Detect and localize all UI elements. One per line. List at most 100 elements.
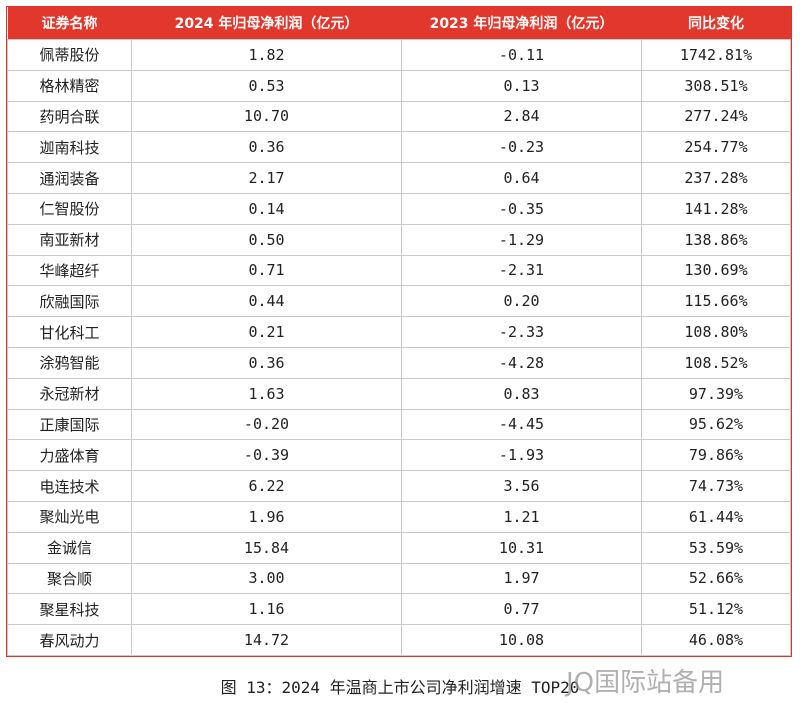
- company-name: 永冠新材: [7, 377, 132, 410]
- cell-value: 0.83: [401, 377, 642, 410]
- cell-value: -2.31: [401, 254, 642, 287]
- company-name: 金诚信: [7, 531, 132, 564]
- cell-value: 237.28%: [641, 162, 791, 194]
- cell-value: 0.53: [131, 69, 402, 102]
- cell-value: 0.64: [401, 162, 642, 194]
- cell-value: -0.20: [131, 408, 402, 441]
- table-row: 春风动力 14.72 10.08 46.08%: [7, 624, 791, 656]
- cell-value: 0.13: [401, 69, 642, 102]
- cell-value: 277.24%: [641, 100, 791, 133]
- table-row: 欣融国际 0.44 0.20 115.66%: [7, 285, 791, 318]
- table-row: 通润装备 2.17 0.64 237.28%: [7, 162, 791, 194]
- cell-value: 2.17: [131, 162, 402, 194]
- cell-value: -1.93: [401, 439, 642, 472]
- company-name: 通润装备: [7, 162, 132, 194]
- table-row: 甘化科工 0.21 -2.33 108.80%: [7, 316, 791, 348]
- cell-value: 138.86%: [641, 223, 791, 256]
- cell-value: 1.82: [131, 39, 402, 71]
- cell-value: 1.21: [401, 500, 642, 533]
- cell-value: 74.73%: [641, 470, 791, 502]
- header-row: 证券名称 2024 年归母净利润（亿元） 2023 年归母净利润（亿元） 同比变化: [7, 7, 791, 40]
- table-row: 佩蒂股份 1.82 -0.11 1742.81%: [7, 39, 791, 71]
- cell-value: 2.84: [401, 100, 642, 133]
- cell-value: 0.20: [401, 285, 642, 318]
- watermark: JQ国际站备用: [566, 668, 725, 698]
- cell-value: 51.12%: [641, 593, 791, 626]
- cell-value: -2.33: [401, 316, 642, 348]
- cell-value: 95.62%: [641, 408, 791, 441]
- cell-value: 0.36: [131, 346, 402, 379]
- cell-value: 52.66%: [641, 562, 791, 595]
- column-header: 2023 年归母净利润（亿元）: [401, 7, 642, 40]
- table-row: 药明合联 10.70 2.84 277.24%: [7, 100, 791, 133]
- cell-value: 0.77: [401, 593, 642, 626]
- cell-value: 1.96: [131, 500, 402, 533]
- cell-value: 0.14: [131, 192, 402, 225]
- cell-value: 10.31: [401, 531, 642, 564]
- cell-value: -0.11: [401, 39, 642, 71]
- cell-value: 0.50: [131, 223, 402, 256]
- table-row: 力盛体育 -0.39 -1.93 79.86%: [7, 439, 791, 472]
- cell-value: 1.63: [131, 377, 402, 410]
- cell-value: 108.80%: [641, 316, 791, 348]
- column-header: 2024 年归母净利润（亿元）: [131, 7, 402, 40]
- table-row: 永冠新材 1.63 0.83 97.39%: [7, 377, 791, 410]
- column-header: 同比变化: [641, 7, 791, 40]
- column-header: 证券名称: [7, 7, 132, 40]
- table-row: 涂鸦智能 0.36 -4.28 108.52%: [7, 346, 791, 379]
- table-row: 南亚新材 0.50 -1.29 138.86%: [7, 223, 791, 256]
- table-row: 仁智股份 0.14 -0.35 141.28%: [7, 192, 791, 225]
- company-name: 格林精密: [7, 69, 132, 102]
- cell-value: 308.51%: [641, 69, 791, 102]
- table-row: 金诚信 15.84 10.31 53.59%: [7, 531, 791, 564]
- table-row: 迦南科技 0.36 -0.23 254.77%: [7, 131, 791, 164]
- cell-value: 0.36: [131, 131, 402, 164]
- company-name: 聚合顺: [7, 562, 132, 595]
- company-name: 迦南科技: [7, 131, 132, 164]
- cell-value: 10.08: [401, 624, 642, 656]
- company-name: 聚灿光电: [7, 500, 132, 533]
- cell-value: 97.39%: [641, 377, 791, 410]
- table-row: 聚灿光电 1.96 1.21 61.44%: [7, 500, 791, 533]
- table-row: 格林精密 0.53 0.13 308.51%: [7, 69, 791, 102]
- company-name: 仁智股份: [7, 192, 132, 225]
- cell-value: -0.35: [401, 192, 642, 225]
- table: 证券名称 2024 年归母净利润（亿元） 2023 年归母净利润（亿元） 同比变化 佩…: [7, 7, 791, 656]
- cell-value: 0.21: [131, 316, 402, 348]
- cell-value: 1742.81%: [641, 39, 791, 71]
- company-name: 南亚新材: [7, 223, 132, 256]
- cell-value: 6.22: [131, 470, 402, 502]
- cell-value: -4.45: [401, 408, 642, 441]
- cell-value: 0.44: [131, 285, 402, 318]
- company-name: 涂鸦智能: [7, 346, 132, 379]
- company-name: 力盛体育: [7, 439, 132, 472]
- company-name: 聚星科技: [7, 593, 132, 626]
- company-name: 春风动力: [7, 624, 132, 656]
- table-row: 聚星科技 1.16 0.77 51.12%: [7, 593, 791, 626]
- company-name: 佩蒂股份: [7, 39, 132, 71]
- company-name: 欣融国际: [7, 285, 132, 318]
- cell-value: 3.56: [401, 470, 642, 502]
- cell-value: 108.52%: [641, 346, 791, 379]
- cell-value: 61.44%: [641, 500, 791, 533]
- table-row: 聚合顺 3.00 1.97 52.66%: [7, 562, 791, 595]
- cell-value: 1.16: [131, 593, 402, 626]
- table-row: 电连技术 6.22 3.56 74.73%: [7, 470, 791, 502]
- cell-value: 3.00: [131, 562, 402, 595]
- cell-value: 15.84: [131, 531, 402, 564]
- table-frame: 证券名称 2024 年归母净利润（亿元） 2023 年归母净利润（亿元） 同比变化 佩…: [6, 6, 792, 657]
- table-body: 佩蒂股份 1.82 -0.11 1742.81% 格林精密 0.53 0.13 308.51%…: [7, 39, 791, 656]
- cell-value: 115.66%: [641, 285, 791, 318]
- caption: 图 13：2024 年温商上市公司净利润增速 TOP20: [220, 678, 580, 697]
- cell-value: 254.77%: [641, 131, 791, 164]
- cell-value: 79.86%: [641, 439, 791, 472]
- cell-value: 0.71: [131, 254, 402, 287]
- cell-value: 141.28%: [641, 192, 791, 225]
- cell-value: -0.39: [131, 439, 402, 472]
- cell-value: 1.97: [401, 562, 642, 595]
- company-name: 华峰超纤: [7, 254, 132, 287]
- cell-value: -0.23: [401, 131, 642, 164]
- cell-value: -4.28: [401, 346, 642, 379]
- company-name: 药明合联: [7, 100, 132, 133]
